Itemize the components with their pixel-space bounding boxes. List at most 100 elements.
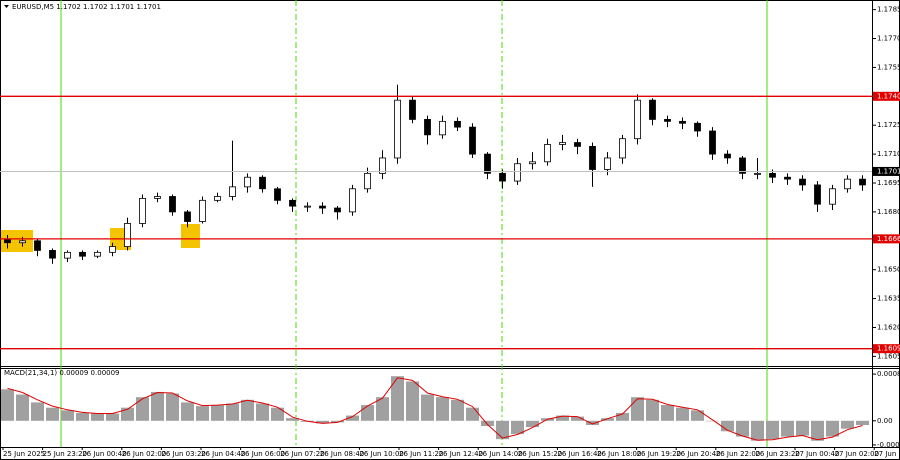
candle-body [244,176,251,188]
macd-bar [1,389,14,421]
x-tick-label: 26 Jun 23:20 [755,450,799,458]
x-tick-label: 26 Jun 10:00 [359,450,403,458]
candle-body [19,240,26,244]
macd-bar [391,376,404,421]
macd-bar [481,420,494,427]
macd-bar [121,407,134,421]
macd-bar [211,405,224,421]
candle-body [364,172,371,190]
candle-body [844,178,851,190]
candle-body [94,251,101,257]
macd-bar [826,420,839,437]
macd-bar [511,420,524,434]
y-tick-label: 1.1635 [877,295,900,303]
candle-body [634,99,641,140]
candle-body [214,196,221,201]
macd-bar [841,420,854,429]
candle-body [109,246,116,253]
candle-body [694,122,701,132]
x-tick-label: 26 Jun 02:00 [122,450,166,458]
current-price-label: 1.1701 [877,167,900,175]
candle-body [469,126,476,155]
candle-body [304,205,311,208]
candle-body [754,172,761,175]
candle-body [79,251,86,257]
plot: 1.1785 1.1770 1.1755 1.1725 1.1710 1.1695 1.16… [0,6,900,458]
macd-bar [346,415,359,421]
macd-bar [226,403,239,421]
macd-bar [166,393,179,421]
candle-body [289,199,296,207]
signal-line [7,377,863,441]
y-tick-label: 1.1710 [877,150,900,158]
macd-bar [316,420,329,424]
candle-body [184,211,191,222]
macd-bar [526,420,539,428]
candle-body [649,99,656,120]
macd-bar [601,418,614,421]
level-label: 1.1609 [877,345,900,353]
x-tick-label: 27 Jun 03:20 [874,450,900,458]
macd-bar [451,399,464,421]
candle-body [679,120,686,124]
level-tag [873,91,900,101]
y-tick-label: 1.1695 [877,179,900,187]
candle-body [709,130,716,155]
y-tick-label: -0.00046 [877,441,900,449]
macd-bar [106,413,119,421]
macd-bar [856,420,869,426]
candle-body [439,120,446,136]
macd-bar [496,420,509,440]
macd-bar [151,391,164,421]
macd-bar [781,420,794,437]
candle-body [379,157,386,174]
macd-bar [796,420,809,436]
candle-body [409,99,416,120]
macd-bar [811,420,824,441]
macd-bar [286,418,299,421]
x-tick-label: 26 Jun 19:20 [637,450,681,458]
macd-bar [421,394,434,421]
y-tick-label: 0.00 [877,417,893,425]
candle-body [49,250,56,259]
candle-body [664,119,671,122]
signal-box [181,224,200,248]
x-tick-label: 26 Jun 04:40 [201,450,245,458]
candle-body [199,199,206,222]
macd-bar [631,397,644,421]
macd-bar [466,407,479,421]
x-tick-label: 25 Jun 23:20 [43,450,87,458]
macd-bar [16,394,29,421]
candle-body [799,178,806,186]
candle-body [724,153,731,159]
macd-bar [571,416,584,421]
y-tick-label: 1.1785 [877,6,900,14]
y-tick-label: 0.00089 [877,370,900,378]
y-tick-label: 1.1755 [877,63,900,71]
macd-bar [31,402,44,421]
y-tick-label: 1.1620 [877,323,900,331]
level-label: 1.1740 [877,92,900,100]
signal-box [1,230,33,252]
macd-bar [331,420,344,423]
candle-body [514,163,521,182]
candle-body [424,119,431,136]
candle-body [529,161,536,165]
candle-body [814,184,821,205]
x-tick-label: 26 Jun 06:00 [241,450,285,458]
candle-body [124,223,131,247]
candle-body [169,196,176,213]
x-tick-label: 26 Jun 11:20 [399,450,443,458]
macd-bar [646,399,659,421]
y-tick-label: 1.1725 [877,121,900,129]
x-tick-label: 26 Jun 03:20 [161,450,205,458]
macd-bar [406,381,419,421]
macd-bar [766,420,779,440]
x-tick-label: 25 Jun 2025 [3,450,45,458]
macd-bar [706,420,719,422]
x-tick-label: 26 Jun 14:00 [478,450,522,458]
y-tick-label: 1.1650 [877,266,900,274]
y-tick-label: 1.1605 [877,352,900,360]
